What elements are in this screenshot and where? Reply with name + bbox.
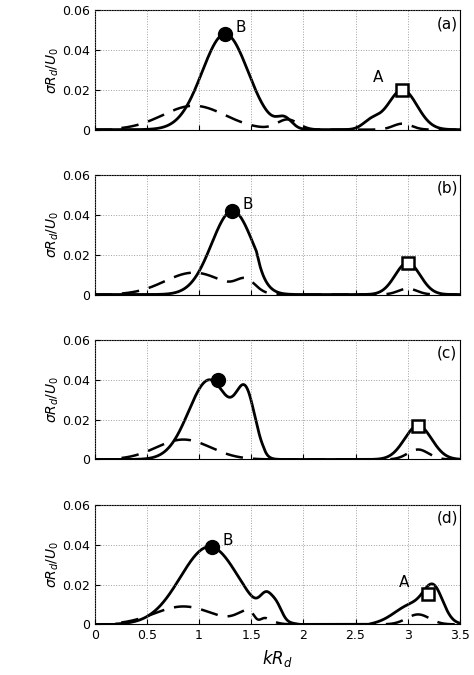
Y-axis label: $\sigma R_d/U_0$: $\sigma R_d/U_0$	[44, 211, 61, 259]
Text: (b): (b)	[437, 181, 458, 196]
Text: A: A	[399, 574, 410, 589]
Y-axis label: $\sigma R_d/U_0$: $\sigma R_d/U_0$	[44, 376, 61, 423]
Y-axis label: $\sigma R_d/U_0$: $\sigma R_d/U_0$	[44, 46, 61, 94]
Text: B: B	[243, 197, 254, 212]
Text: B: B	[236, 20, 246, 35]
Text: (a): (a)	[437, 16, 458, 31]
X-axis label: $kR_d$: $kR_d$	[262, 648, 292, 669]
Text: B: B	[222, 533, 233, 547]
Text: (d): (d)	[437, 511, 458, 526]
Y-axis label: $\sigma R_d/U_0$: $\sigma R_d/U_0$	[44, 541, 61, 589]
Text: A: A	[373, 70, 383, 85]
Text: (c): (c)	[437, 346, 457, 361]
